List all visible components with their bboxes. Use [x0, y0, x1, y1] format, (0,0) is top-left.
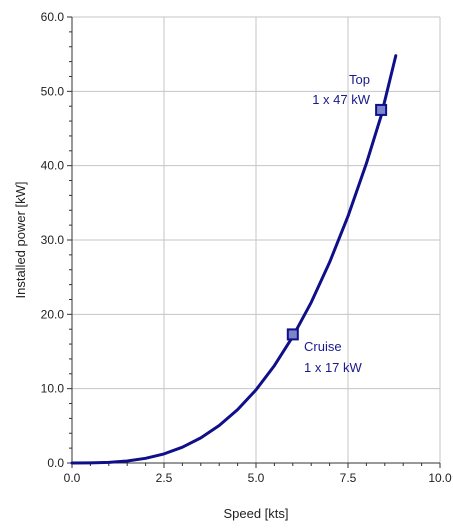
y-tick-label: 40.0 — [41, 159, 65, 173]
x-tick-label: 2.5 — [156, 471, 173, 485]
y-tick-label: 30.0 — [41, 233, 65, 247]
y-axis-label: Installed power [kW] — [13, 181, 28, 298]
cruise-annotation-title: Cruise — [304, 339, 342, 354]
x-tick-label: 7.5 — [340, 471, 357, 485]
series-layer — [70, 54, 398, 465]
axes: 0.0 2.5 5.0 7.5 10.0 0.0 10.0 20.0 30.0 40.0 50.0 6… — [41, 10, 452, 485]
grid — [72, 16, 441, 463]
x-tick-label: 10.0 — [428, 471, 452, 485]
y-tick-label: 20.0 — [41, 307, 65, 321]
x-tick-label: 0.0 — [64, 471, 81, 485]
x-tick-label: 5.0 — [248, 471, 265, 485]
top-marker — [375, 103, 388, 116]
labels: Speed [kts] Installed power [kW] Top 1 x… — [13, 72, 371, 521]
markers — [286, 103, 388, 341]
y-tick-label: 60.0 — [41, 10, 65, 24]
y-tick-label: 0.0 — [47, 456, 64, 470]
cruise-annotation-power: 1 x 17 kW — [304, 360, 363, 375]
y-tick-label: 50.0 — [41, 84, 65, 98]
top-annotation-power: 1 x 47 kW — [312, 92, 371, 107]
cruise-marker — [286, 328, 299, 341]
top-annotation-title: Top — [349, 72, 370, 87]
x-axis-label: Speed [kts] — [223, 506, 288, 521]
power-curve-line — [70, 54, 398, 465]
y-tick-label: 10.0 — [41, 382, 65, 396]
